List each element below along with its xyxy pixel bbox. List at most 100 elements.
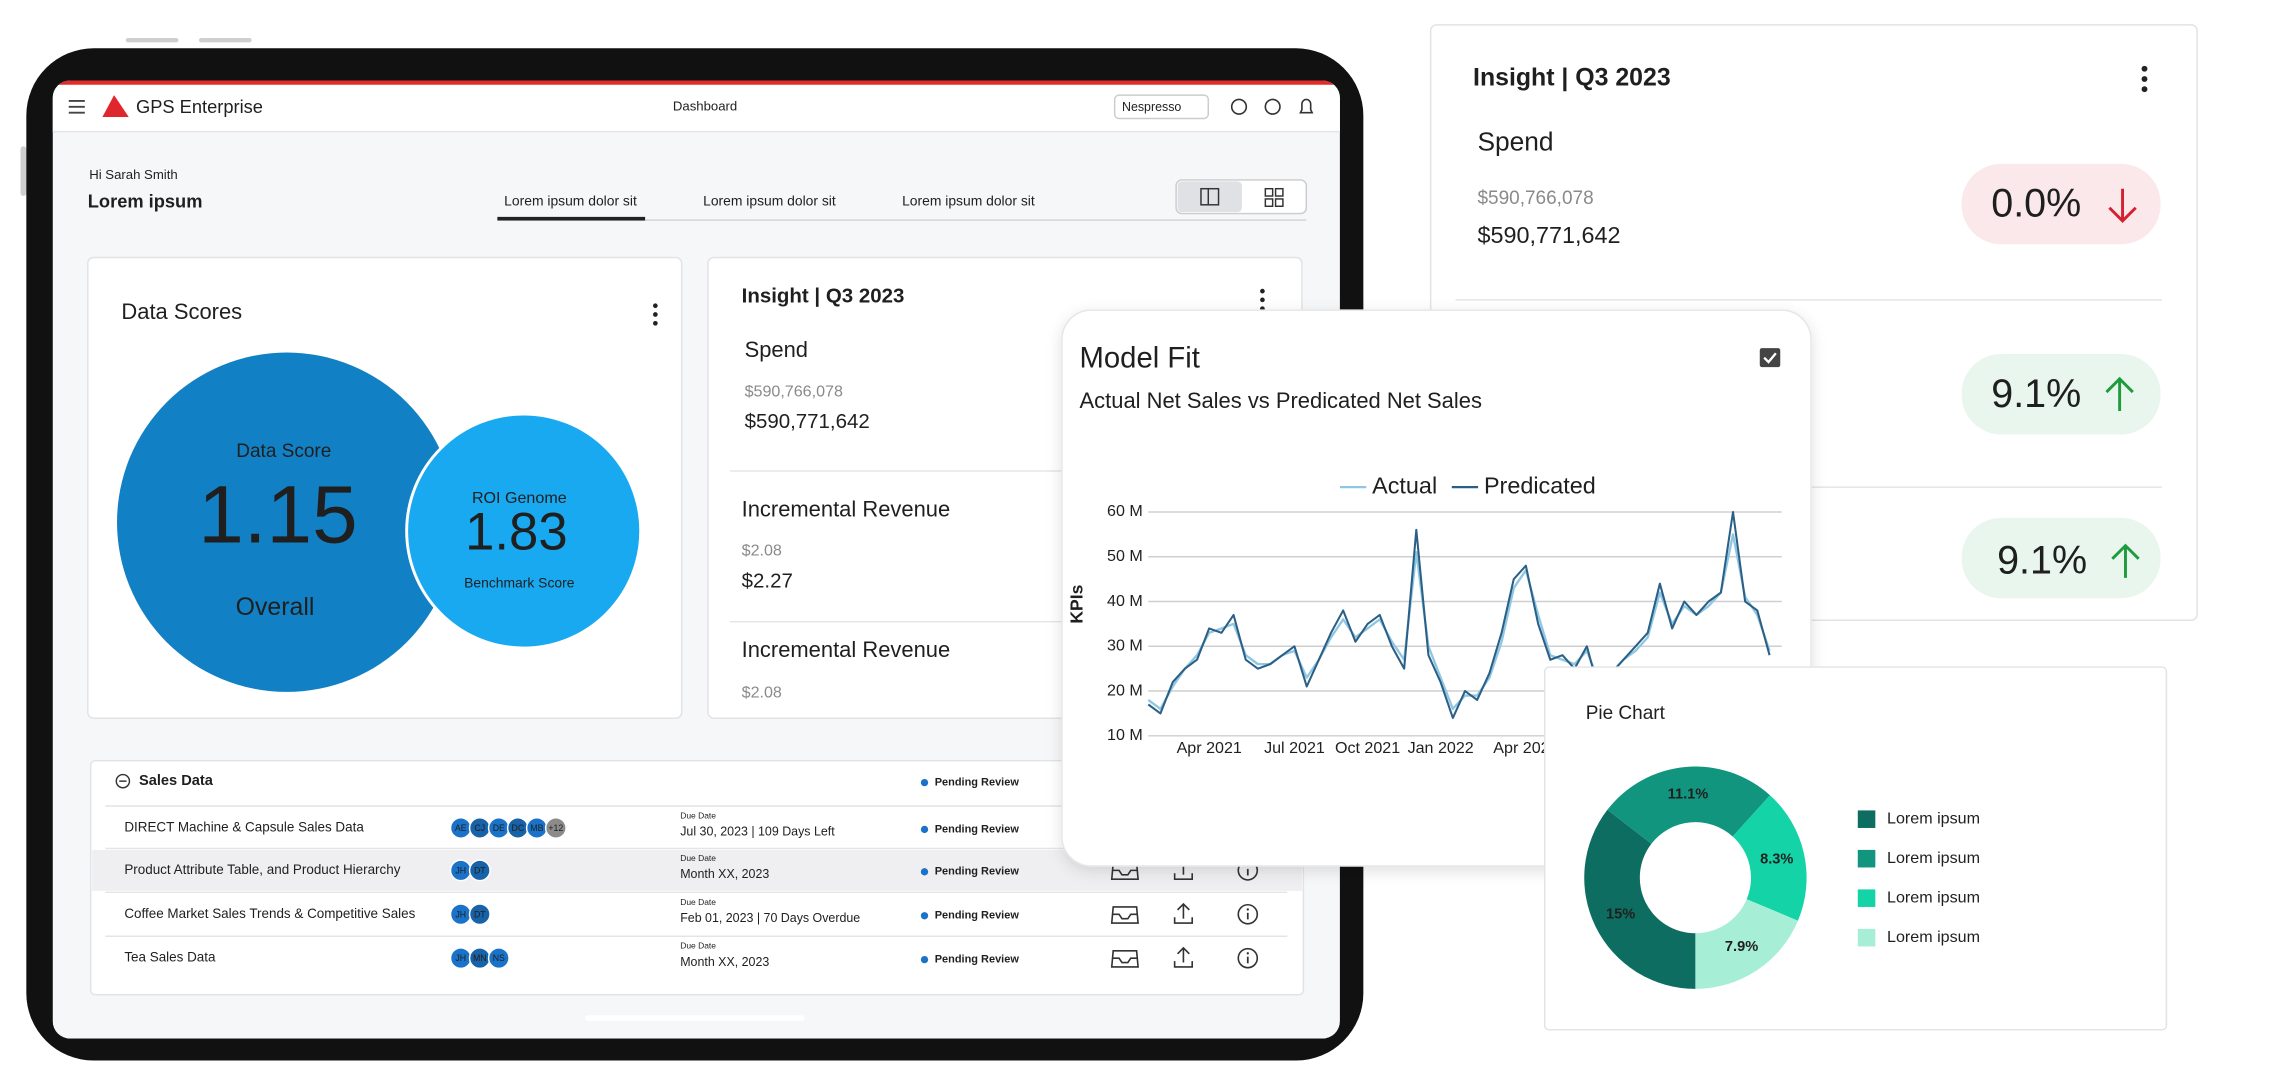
- tablet: GPS Enterprise Dashboard Nespresso Hi Sa…: [20, 38, 1364, 1061]
- y-tick-label: 60 M: [1107, 502, 1143, 520]
- inbox-icon[interactable]: [1110, 950, 1139, 968]
- status-dot: [920, 912, 929, 920]
- brand-logo: [102, 95, 129, 118]
- slice-label: 11.1%: [1668, 787, 1709, 803]
- avatar-initials: AE: [455, 823, 467, 833]
- avatar-initials: DT: [474, 865, 486, 875]
- checkmark: [1763, 352, 1777, 364]
- status-dot: [920, 825, 929, 834]
- metric-label: Incremental Revenue: [742, 637, 951, 662]
- score-bubble: [117, 352, 457, 692]
- top-accent: [52, 80, 1340, 85]
- avatar-initials: DT: [474, 909, 486, 919]
- layout-icon[interactable]: [1200, 187, 1220, 206]
- card-title: Insight | Q3 2023: [1473, 64, 1671, 92]
- due-label: Due Date: [680, 941, 716, 951]
- status: Pending Review: [935, 910, 1020, 922]
- x-tick-label: Jan 2022: [1408, 739, 1474, 757]
- greeting: Hi Sarah Smith: [89, 167, 177, 182]
- upload-icon[interactable]: [1173, 902, 1194, 924]
- checkbox[interactable]: [1759, 348, 1781, 368]
- card-title: Insight | Q3 2023: [742, 284, 905, 307]
- tab[interactable]: Lorem ipsum dolor sit: [902, 193, 1035, 209]
- legend-label: Lorem ipsum: [1887, 849, 1980, 867]
- score-value: 1.15: [198, 469, 357, 560]
- y-tick-label: 50 M: [1107, 547, 1143, 565]
- due-date: Month XX, 2023: [680, 867, 769, 881]
- due-label: Due Date: [680, 853, 716, 863]
- donut-chart: 15% Lorem ipsum 11.1% Lorem ipsum 8.3% Lorem …: [1584, 766, 1980, 989]
- due-date: Feb 01, 2023 | 70 Days Overdue: [680, 911, 860, 925]
- status-dot: [920, 778, 929, 787]
- device-button: [20, 146, 27, 197]
- score-label: Data Score: [236, 441, 331, 462]
- pie-slice: [1584, 809, 1696, 989]
- avatar: [468, 859, 491, 882]
- change-pill: [1961, 354, 2161, 435]
- home-indicator: [585, 1015, 805, 1022]
- legend-swatch: [1857, 849, 1876, 868]
- slice-label: 15%: [1606, 906, 1635, 922]
- up-arrow: [2111, 543, 2140, 578]
- due-label: Due Date: [680, 897, 716, 907]
- info-icon-dot: [1246, 908, 1249, 911]
- account-selector[interactable]: [1113, 94, 1210, 120]
- info-icon-dot: [1246, 952, 1249, 955]
- tab[interactable]: Lorem ipsum dolor sit: [504, 193, 637, 209]
- metric-current: $590,771,642: [745, 410, 870, 433]
- roi-label: ROI Genome: [472, 489, 567, 507]
- upload-icon[interactable]: [1173, 946, 1194, 968]
- info-icon[interactable]: [1237, 947, 1259, 969]
- collapse-icon[interactable]: [115, 773, 131, 789]
- metric-previous: $590,766,078: [745, 382, 843, 400]
- profile-icon[interactable]: [1230, 98, 1248, 115]
- slice-label: 8.3%: [1760, 851, 1793, 867]
- page-heading: Lorem ipsum: [88, 190, 203, 211]
- notifications-icon[interactable]: [1299, 98, 1314, 114]
- metric-current: $590,771,642: [1477, 222, 1620, 248]
- avatar-initials: +12: [548, 823, 563, 833]
- help-icon[interactable]: [1264, 98, 1281, 115]
- metric-label: Incremental Revenue: [742, 496, 951, 521]
- legend-label: Lorem ipsum: [1887, 809, 1980, 827]
- metric-label: Spend: [1477, 126, 1553, 156]
- legend-swatch: [1857, 889, 1876, 907]
- view-toggle-active[interactable]: [1177, 181, 1242, 213]
- kebab-menu[interactable]: [2141, 65, 2148, 93]
- legend-swatch: [1857, 928, 1876, 947]
- kebab-menu[interactable]: [653, 303, 658, 326]
- legend-swatch: [1857, 810, 1876, 828]
- metric-previous: $2.08: [742, 684, 782, 702]
- metric-previous: $590,766,078: [1477, 188, 1593, 209]
- down-arrow: [2108, 188, 2137, 223]
- x-tick-label: Apr 2021: [1177, 739, 1242, 757]
- tab[interactable]: Lorem ipsum dolor sit: [703, 193, 836, 209]
- kebab-menu[interactable]: [1260, 288, 1265, 311]
- up-arrow: [2105, 376, 2134, 412]
- device-button: [125, 38, 179, 43]
- row-name: DIRECT Machine & Capsule Sales Data: [124, 820, 364, 835]
- roi-bubble: [405, 412, 643, 650]
- menu-icon[interactable]: [68, 99, 85, 114]
- status: Pending Review: [935, 823, 1020, 835]
- card-title: Model Fit: [1080, 343, 1200, 375]
- change-value: 9.1%: [1997, 539, 2087, 583]
- info-icon[interactable]: [1237, 903, 1259, 925]
- account-name[interactable]: Nespresso: [1122, 100, 1181, 114]
- page-title: Dashboard: [673, 98, 737, 113]
- y-tick-label: 30 M: [1107, 637, 1143, 655]
- pie-chart-card: Pie Chart 15% Lorem ipsum 11.1% Lorem ipsum…: [1544, 666, 2168, 1031]
- score-caption: Overall: [236, 593, 315, 621]
- inbox-icon[interactable]: [1110, 906, 1139, 924]
- grid-icon[interactable]: [1274, 198, 1284, 207]
- due-date: Jul 30, 2023 | 109 Days Left: [680, 825, 835, 839]
- legend-label: Actual: [1372, 472, 1437, 498]
- table-title: Sales Data: [139, 773, 214, 789]
- row-name: Product Attribute Table, and Product Hie…: [124, 862, 400, 877]
- avatar-initials: JH: [455, 953, 466, 963]
- metric-label: Spend: [745, 337, 808, 362]
- x-tick-label: Oct 2021: [1335, 739, 1400, 757]
- avatar-initials: DC: [512, 823, 525, 833]
- due-date: Month XX, 2023: [680, 955, 769, 969]
